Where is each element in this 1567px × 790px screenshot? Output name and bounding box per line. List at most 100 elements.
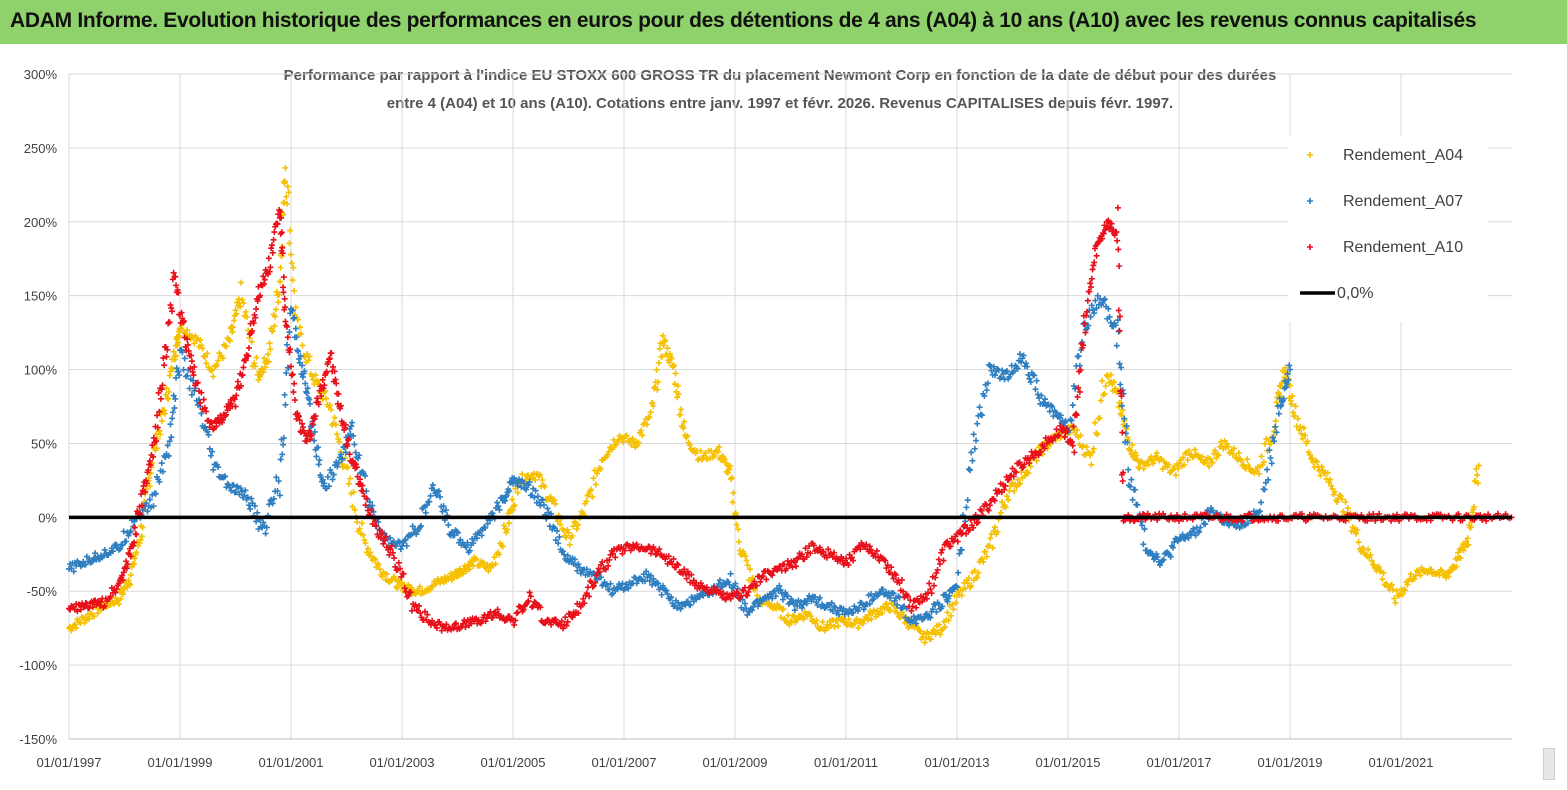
data-point — [970, 431, 977, 438]
data-point — [400, 570, 407, 577]
data-point — [277, 208, 284, 215]
data-point — [935, 556, 942, 563]
data-point — [498, 542, 505, 549]
data-point — [1089, 307, 1096, 314]
data-point — [337, 402, 344, 409]
data-point — [933, 608, 940, 615]
data-point — [996, 375, 1003, 382]
data-point — [969, 457, 976, 464]
y-tick-label: 50% — [31, 436, 57, 451]
data-point — [1344, 505, 1351, 512]
data-point — [525, 597, 532, 604]
data-point — [1011, 367, 1018, 374]
data-point — [656, 345, 663, 352]
data-point — [146, 496, 153, 503]
data-point — [1336, 492, 1343, 499]
data-point — [541, 483, 548, 490]
data-point — [1054, 433, 1061, 440]
data-point — [852, 617, 859, 624]
data-point — [1114, 204, 1121, 211]
data-point — [1038, 392, 1045, 399]
data-point — [1474, 472, 1481, 479]
data-point — [1474, 480, 1481, 487]
data-point — [504, 616, 511, 623]
data-point — [854, 616, 861, 623]
data-point — [315, 401, 322, 408]
data-point — [716, 443, 723, 450]
resize-handle[interactable] — [1543, 748, 1555, 780]
data-point — [182, 373, 189, 380]
data-point — [1307, 152, 1313, 158]
data-point — [1231, 445, 1238, 452]
data-point — [326, 355, 333, 362]
data-point — [1182, 450, 1189, 457]
data-point — [937, 631, 944, 638]
data-point — [1053, 426, 1060, 433]
data-point — [1116, 313, 1123, 320]
data-point — [1300, 425, 1307, 432]
data-point — [307, 400, 314, 407]
data-point — [127, 571, 134, 578]
data-point — [1021, 472, 1028, 479]
data-point — [1026, 375, 1033, 382]
data-point — [675, 562, 682, 569]
data-point — [125, 532, 132, 539]
data-point — [1082, 329, 1089, 336]
data-point — [1297, 423, 1304, 430]
data-point — [460, 620, 467, 627]
data-point — [1129, 441, 1136, 448]
data-point — [984, 543, 991, 550]
data-point — [364, 545, 371, 552]
data-point — [913, 604, 920, 611]
data-point — [131, 539, 138, 546]
data-point — [169, 415, 176, 422]
data-point — [820, 548, 827, 555]
data-point — [311, 428, 318, 435]
data-point — [1014, 476, 1021, 483]
data-point — [620, 586, 627, 593]
data-point — [511, 502, 518, 509]
data-point — [909, 603, 916, 610]
data-point — [482, 618, 489, 625]
data-point — [119, 577, 126, 584]
data-point — [1119, 477, 1126, 484]
data-point — [763, 576, 770, 583]
data-point — [1068, 417, 1075, 424]
data-point — [977, 411, 984, 418]
data-point — [291, 380, 298, 387]
data-point — [297, 352, 304, 359]
data-point — [175, 339, 182, 346]
data-point — [206, 424, 213, 431]
data-point — [360, 531, 367, 538]
data-point — [698, 456, 705, 463]
data-point — [292, 325, 299, 332]
data-point — [86, 615, 93, 622]
chart-frame: Performance par rapport à l'indice EU ST… — [10, 44, 1557, 782]
data-point — [1453, 563, 1460, 570]
data-point — [973, 437, 980, 444]
data-point — [1092, 297, 1099, 304]
data-point — [982, 548, 989, 555]
data-point — [887, 607, 894, 614]
data-point — [263, 524, 270, 531]
data-point — [280, 441, 287, 448]
data-point — [1087, 313, 1094, 320]
data-point — [169, 366, 176, 373]
data-point — [1049, 403, 1056, 410]
data-point — [716, 588, 723, 595]
data-point — [609, 446, 616, 453]
data-point — [314, 444, 321, 451]
data-point — [936, 560, 943, 567]
data-point — [402, 536, 409, 543]
data-point — [1233, 524, 1240, 531]
data-point — [416, 603, 423, 610]
data-point — [659, 332, 666, 339]
data-point — [1081, 321, 1088, 328]
data-point — [1116, 360, 1123, 367]
data-point — [190, 372, 197, 379]
data-point — [312, 413, 319, 420]
data-point — [664, 590, 671, 597]
data-point — [331, 414, 338, 421]
data-point — [354, 455, 361, 462]
data-point — [200, 396, 207, 403]
